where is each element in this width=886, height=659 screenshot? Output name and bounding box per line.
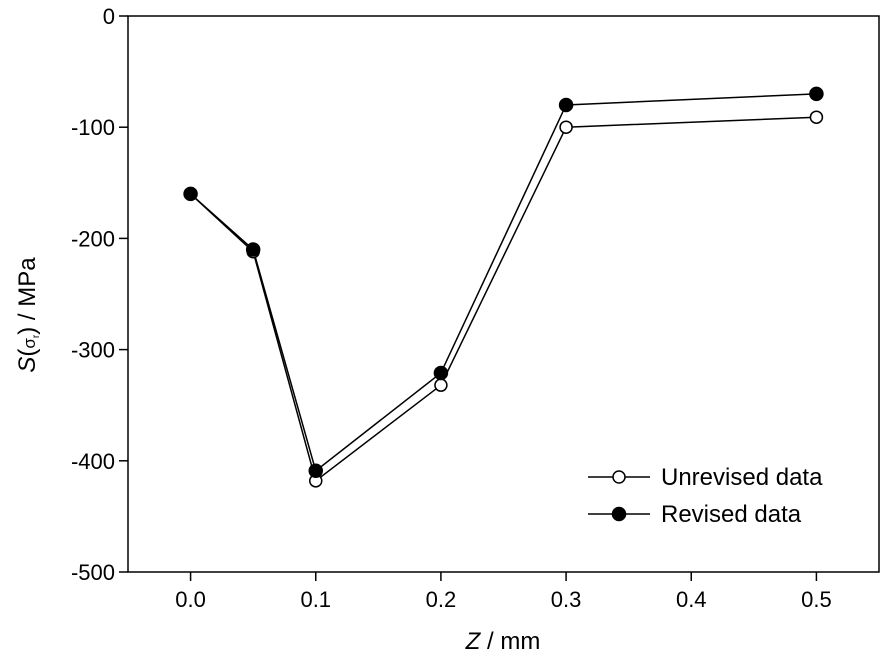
y-tick-label: -200 xyxy=(71,226,115,251)
x-tick-label: 0.1 xyxy=(300,587,331,612)
series-line-1 xyxy=(190,93,817,473)
y-tick-label: 0 xyxy=(103,4,115,29)
y-axis-symbol: S xyxy=(14,357,41,373)
y-tick-label: -400 xyxy=(71,449,115,474)
y-tick-label: -500 xyxy=(71,560,115,585)
series-layer xyxy=(183,86,824,488)
legend: Unrevised data Revised data xyxy=(588,464,823,528)
y-axis-open-paren: ( xyxy=(14,349,41,357)
y-axis-title: S(σr) / MPa xyxy=(14,257,42,373)
x-tick-label: 0.5 xyxy=(801,587,832,612)
x-axis-title: Z / mm xyxy=(465,628,541,655)
y-axis-sigma-subscript: r xyxy=(31,334,42,338)
legend-marker-revised xyxy=(611,506,627,522)
x-axis-unit: / mm xyxy=(480,628,540,655)
series-1-point xyxy=(308,463,323,479)
series-1-point xyxy=(558,97,574,113)
y-tick-label: -100 xyxy=(71,115,115,140)
legend-label-revised: Revised data xyxy=(661,501,802,528)
x-tick-label: 0.2 xyxy=(426,587,457,612)
x-tick-label: 0.0 xyxy=(175,587,206,612)
plot-frame xyxy=(127,15,880,573)
series-0-point xyxy=(809,110,824,124)
series-1-point xyxy=(809,86,824,102)
y-axis-close-paren: ) xyxy=(14,327,41,335)
series-1-point xyxy=(245,242,261,257)
y-tick-label: -300 xyxy=(71,338,115,363)
series-0-point xyxy=(559,120,573,134)
x-tick-label: 0.4 xyxy=(676,587,707,612)
series-1-point xyxy=(433,365,449,381)
legend-marker-unrevised xyxy=(612,470,626,484)
series-0-point xyxy=(434,378,448,392)
series-1-point xyxy=(183,186,198,202)
series-line-0 xyxy=(190,116,817,483)
legend-label-unrevised: Unrevised data xyxy=(661,464,823,491)
y-axis-sigma: σ xyxy=(20,338,39,349)
y-axis-unit: / MPa xyxy=(14,257,41,327)
axis-ticks: 0.0 0.1 0.2 0.3 0.4 0.5 0 -100 -200 -300 -400 -500 xyxy=(71,4,832,612)
x-axis-symbol: Z xyxy=(465,628,482,655)
x-tick-label: 0.3 xyxy=(551,587,582,612)
